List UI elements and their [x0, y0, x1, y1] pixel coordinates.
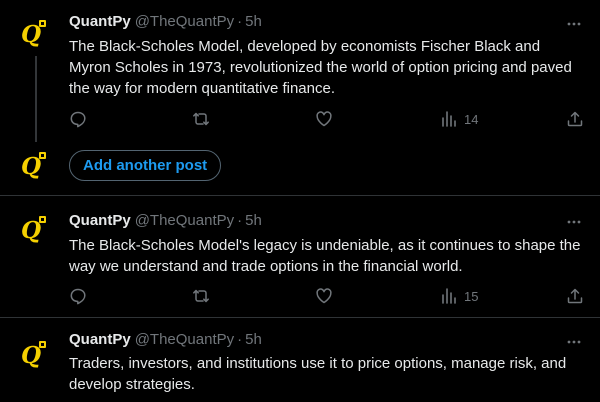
author-handle[interactable]: @TheQuantPy — [134, 331, 235, 348]
post[interactable]: Q QuantPy @TheQuantPy · 5h Traders, inve… — [0, 318, 600, 402]
repost-button[interactable] — [192, 109, 210, 129]
repost-icon — [193, 289, 209, 303]
post-time[interactable]: 5h — [245, 13, 262, 30]
avatar[interactable]: Q — [19, 18, 49, 48]
post[interactable]: Q QuantPy @TheQuantPy · 5h The Black-Sch… — [0, 196, 600, 317]
svg-text:Q: Q — [21, 21, 41, 48]
add-another-post-button[interactable]: Add another post — [69, 150, 222, 181]
author-handle[interactable]: @TheQuantPy — [134, 13, 235, 30]
avatar[interactable]: Q — [19, 339, 49, 369]
views-button[interactable]: 14 — [440, 109, 478, 129]
reply-icon — [70, 111, 86, 128]
views-count: 15 — [464, 288, 479, 304]
time-separator: · — [237, 13, 243, 30]
post-actions: 15 — [0, 286, 600, 306]
post-time[interactable]: 5h — [245, 331, 262, 348]
views-count: 14 — [464, 111, 479, 127]
time-separator: · — [237, 212, 243, 229]
share-button[interactable] — [566, 109, 584, 129]
more-options-button[interactable] — [564, 212, 584, 232]
svg-text:Q: Q — [21, 217, 41, 244]
reply-icon — [70, 288, 86, 305]
divider — [0, 317, 600, 318]
reply-button[interactable] — [69, 109, 87, 129]
post-header: QuantPy @TheQuantPy · 5h — [69, 211, 262, 231]
post-text: The Black-Scholes Model, developed by ec… — [69, 38, 572, 97]
more-icon — [567, 340, 581, 344]
post-text: The Black-Scholes Model's legacy is unde… — [69, 237, 581, 275]
post-header: QuantPy @TheQuantPy · 5h — [69, 330, 262, 350]
like-icon — [316, 288, 332, 304]
composer-avatar: Q — [19, 150, 49, 180]
more-options-button[interactable] — [564, 332, 584, 352]
post[interactable]: Q QuantPy @TheQuantPy · 5h The Black-Sch… — [0, 0, 600, 195]
views-icon — [442, 288, 456, 304]
share-button[interactable] — [566, 286, 584, 306]
author-name[interactable]: QuantPy — [69, 13, 131, 30]
more-icon — [567, 220, 581, 224]
share-icon — [567, 288, 583, 304]
like-button[interactable] — [315, 286, 333, 306]
share-icon — [567, 111, 583, 127]
more-options-button[interactable] — [564, 14, 584, 34]
post-actions: 14 — [0, 109, 600, 129]
views-button[interactable]: 15 — [440, 286, 478, 306]
time-separator: · — [237, 331, 243, 348]
views-icon — [442, 111, 456, 127]
like-icon — [316, 111, 332, 127]
author-handle[interactable]: @TheQuantPy — [134, 212, 235, 229]
post-header: QuantPy @TheQuantPy · 5h — [69, 12, 262, 32]
author-name[interactable]: QuantPy — [69, 331, 131, 348]
post-time[interactable]: 5h — [245, 212, 262, 229]
author-name[interactable]: QuantPy — [69, 212, 131, 229]
more-icon — [567, 22, 581, 26]
divider — [0, 195, 600, 196]
like-button[interactable] — [315, 109, 333, 129]
post-text: Traders, investors, and institutions use… — [69, 355, 567, 393]
avatar[interactable]: Q — [19, 214, 49, 244]
repost-button[interactable] — [192, 286, 210, 306]
reply-button[interactable] — [69, 286, 87, 306]
thread-line — [35, 56, 37, 142]
svg-text:Q: Q — [21, 342, 41, 369]
repost-icon — [193, 112, 209, 126]
svg-text:Q: Q — [21, 153, 41, 180]
